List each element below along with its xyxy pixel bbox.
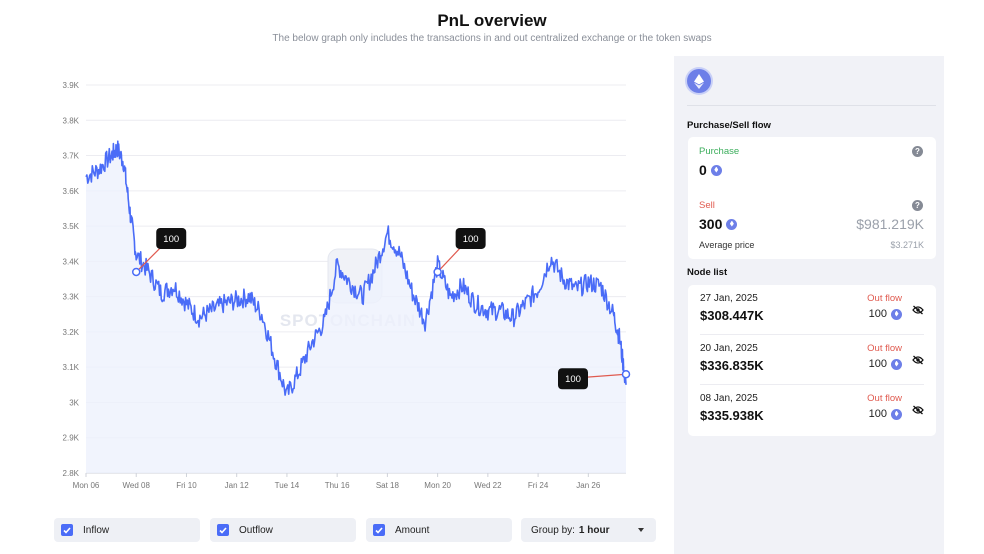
x-tick-label: Tue 14 [275, 481, 300, 490]
y-tick-label: 3.8K [63, 116, 80, 125]
y-tick-label: 2.8K [63, 469, 80, 478]
eth-coin-icon [891, 408, 902, 420]
node-amount: 100 [869, 358, 902, 370]
y-tick-label: 3.3K [63, 293, 80, 302]
amount-toggle[interactable]: Amount [366, 518, 512, 542]
y-tick-label: 3.6K [63, 187, 80, 196]
flow-section-title: Purchase/Sell flow [687, 120, 771, 131]
purchase-help-icon[interactable]: ? [912, 146, 923, 157]
marker-label-box [558, 368, 588, 390]
y-tick-label: 3.1K [63, 363, 80, 372]
average-price-value: $3.271K [890, 240, 924, 250]
x-tick-label: Wed 08 [123, 481, 151, 490]
purchase-amount: 0 [699, 162, 722, 178]
node-list-item[interactable]: 08 Jan, 2025 $335.938K Out flow 100 [688, 385, 936, 435]
sell-usd-value: $981.219K [856, 216, 924, 232]
x-tick-label: Jan 12 [225, 481, 250, 490]
node-flow: Out flow [867, 343, 902, 354]
page-title: PnL overview [437, 11, 547, 30]
sell-label: Sell [699, 200, 715, 211]
node-amount-value: 100 [868, 308, 887, 320]
eth-coin-icon [726, 218, 738, 230]
y-tick-label: 2.9K [63, 434, 80, 443]
sell-amount-value: 300 [699, 216, 723, 232]
price-line [85, 140, 627, 396]
node-flow: Out flow [867, 293, 902, 304]
chart-controls: Inflow Outflow Amount Group by: 1 hour [54, 518, 658, 542]
group-by-value: 1 hour [578, 524, 610, 536]
sidebar: Purchase/Sell flow Purchase ? 0 Sell ? 3… [674, 56, 944, 554]
x-tick-label: Thu 16 [325, 481, 350, 490]
outflow-toggle[interactable]: Outflow [210, 518, 356, 542]
x-tick-label: Fri 24 [528, 481, 549, 490]
y-tick-label: 3.9K [63, 81, 80, 90]
hide-eye-icon[interactable] [912, 405, 924, 415]
flow-card: Purchase ? 0 Sell ? 300 $981.219K Averag… [688, 137, 936, 259]
outflow-label: Outflow [239, 524, 273, 536]
node-usd: $335.938K [700, 408, 764, 423]
inflow-checkbox[interactable] [61, 524, 73, 536]
group-by-label: Group by: [531, 524, 575, 536]
row-divider [700, 334, 924, 335]
price-area [86, 141, 626, 473]
amount-checkbox[interactable] [373, 524, 385, 536]
y-tick-label: 3K [69, 398, 79, 407]
pnl-chart[interactable]: 3.9K 3.8K 3.7K 3.6K 3.5K 3.4K 3.3K 3.2K 3.1K 3K 2.… [38, 56, 674, 502]
eth-coin-icon [710, 164, 722, 176]
node-list-item[interactable]: 20 Jan, 2025 $336.835K Out flow 100 [688, 335, 936, 385]
marker-label-box [455, 227, 486, 249]
eth-coin-icon [891, 308, 902, 320]
inflow-toggle[interactable]: Inflow [54, 518, 200, 542]
node-usd: $308.447K [700, 308, 764, 323]
x-tick-label: Mon 20 [424, 481, 451, 490]
sell-help-icon[interactable]: ? [912, 200, 923, 211]
node-amount: 100 [869, 408, 902, 420]
hide-eye-icon[interactable] [912, 305, 924, 315]
marker-point [621, 369, 631, 379]
y-tick-label: 3.7K [63, 152, 80, 161]
marker-label: 100 [463, 234, 479, 245]
node-usd: $336.835K [700, 358, 764, 373]
hide-eye-icon[interactable] [912, 355, 924, 365]
purchase-amount-value: 0 [699, 162, 707, 178]
sell-amount: 300 [699, 216, 738, 232]
x-tick-label: Mon 06 [73, 481, 100, 490]
outflow-checkbox[interactable] [217, 524, 229, 536]
y-tick-label: 3.5K [63, 222, 80, 231]
marker-label: 100 [565, 374, 581, 385]
chevron-down-icon [638, 528, 644, 532]
marker-label: 100 [163, 234, 179, 245]
chart-svg[interactable]: 3.9K 3.8K 3.7K 3.6K 3.5K 3.4K 3.3K 3.2K 3.1K 3K 2.… [38, 56, 674, 502]
node-amount-value: 100 [868, 408, 887, 420]
average-price-label: Average price [699, 240, 755, 250]
node-date: 20 Jan, 2025 [700, 343, 758, 354]
x-tick-label: Fri 10 [176, 481, 197, 490]
marker-point [433, 267, 442, 277]
group-by-select[interactable]: Group by: 1 hour [521, 518, 656, 542]
node-amount-value: 100 [868, 358, 887, 370]
page-subtitle: The below graph only includes the transa… [272, 33, 712, 44]
node-amount: 100 [869, 308, 902, 320]
x-tick-label: Sat 18 [376, 481, 400, 490]
marker-label-box [156, 227, 187, 249]
x-tick-label: Wed 22 [474, 481, 502, 490]
node-date: 27 Jan, 2025 [700, 293, 758, 304]
node-flow: Out flow [867, 393, 902, 404]
marker-point [131, 267, 141, 277]
inflow-label: Inflow [83, 524, 110, 536]
node-list-title: Node list [687, 267, 728, 278]
amount-label: Amount [395, 524, 430, 536]
node-list-item[interactable]: 27 Jan, 2025 $308.447K Out flow 100 [688, 285, 936, 335]
ethereum-icon [687, 69, 711, 93]
node-date: 08 Jan, 2025 [700, 393, 758, 404]
purchase-label: Purchase [699, 146, 740, 157]
sidebar-divider [687, 105, 936, 106]
eth-coin-icon [891, 358, 902, 370]
y-tick-label: 3.2K [63, 328, 80, 337]
y-tick-label: 3.4K [63, 257, 80, 266]
x-tick-label: Jan 26 [576, 481, 601, 490]
node-list: 27 Jan, 2025 $308.447K Out flow 100 20 J… [688, 285, 936, 436]
row-divider [700, 384, 924, 385]
